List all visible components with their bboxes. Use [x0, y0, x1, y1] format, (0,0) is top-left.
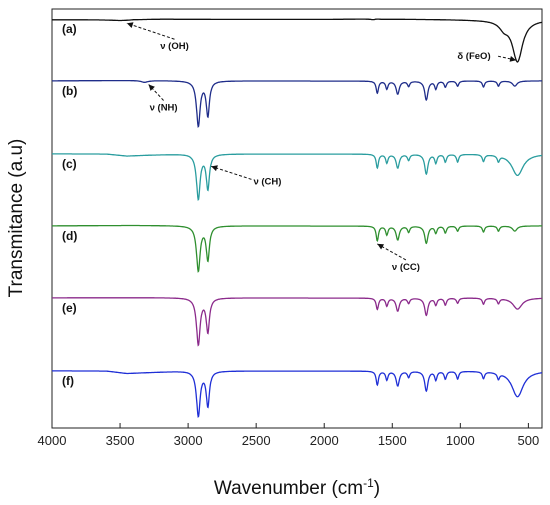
annotation-arrowhead — [211, 165, 218, 172]
x-tick-label: 1000 — [446, 433, 475, 448]
spectra-group — [52, 18, 543, 419]
x-tick-label: 3000 — [174, 433, 203, 448]
spectrum-line-c — [52, 153, 543, 202]
spectrum-line-b — [52, 79, 542, 128]
x-tick-label: 2500 — [242, 433, 271, 448]
x-axis-title: Wavenumber (cm-1) — [214, 476, 380, 499]
trace-label-f: (f) — [62, 374, 74, 388]
annotation-label: ν (CH) — [253, 176, 281, 187]
annotation-label: ν (CC) — [392, 262, 420, 273]
annotation-arrowhead — [377, 243, 384, 250]
trace-label-b: (b) — [62, 84, 77, 98]
annotation-arrow-line — [211, 165, 252, 180]
x-axis-ticks: 4000 3500 3000 2500 2000 1500 1000 500 — [38, 423, 540, 448]
annotations: ν (OH) δ (FeO) ν (NH) ν (CH) ν (CC) — [126, 22, 517, 273]
annotation-arrowhead — [148, 84, 155, 91]
annotation-arrowhead — [509, 56, 517, 62]
annotation-arrow-line — [148, 84, 164, 101]
annotation-arrow-line — [126, 22, 175, 40]
trace-label-d: (d) — [62, 229, 77, 243]
spectrum-line-e — [52, 297, 542, 347]
annotation-arrowhead — [126, 22, 134, 28]
x-tick-label: 3500 — [106, 433, 135, 448]
x-axis-title-sup: -1 — [363, 476, 374, 490]
y-axis-title: Transmitance (a.u) — [6, 139, 27, 298]
trace-labels: (a) (b) (c) (d) (e) (f) — [62, 22, 77, 388]
spectrum-line-a — [52, 18, 543, 63]
spectrum-line-d — [52, 224, 542, 273]
x-tick-label: 1500 — [378, 433, 407, 448]
annotation-label: ν (NH) — [150, 102, 178, 113]
x-tick-label: 4000 — [38, 433, 67, 448]
trace-label-e: (e) — [62, 301, 77, 315]
annotation-label: δ (FeO) — [457, 51, 490, 62]
annotation-label: ν (OH) — [160, 41, 189, 52]
x-tick-label: 2000 — [310, 433, 339, 448]
spectrum-line-f — [52, 370, 543, 419]
plot-frame — [51, 8, 543, 429]
trace-label-a: (a) — [62, 22, 77, 36]
x-tick-label: 500 — [518, 433, 540, 448]
trace-label-c: (c) — [62, 157, 77, 171]
